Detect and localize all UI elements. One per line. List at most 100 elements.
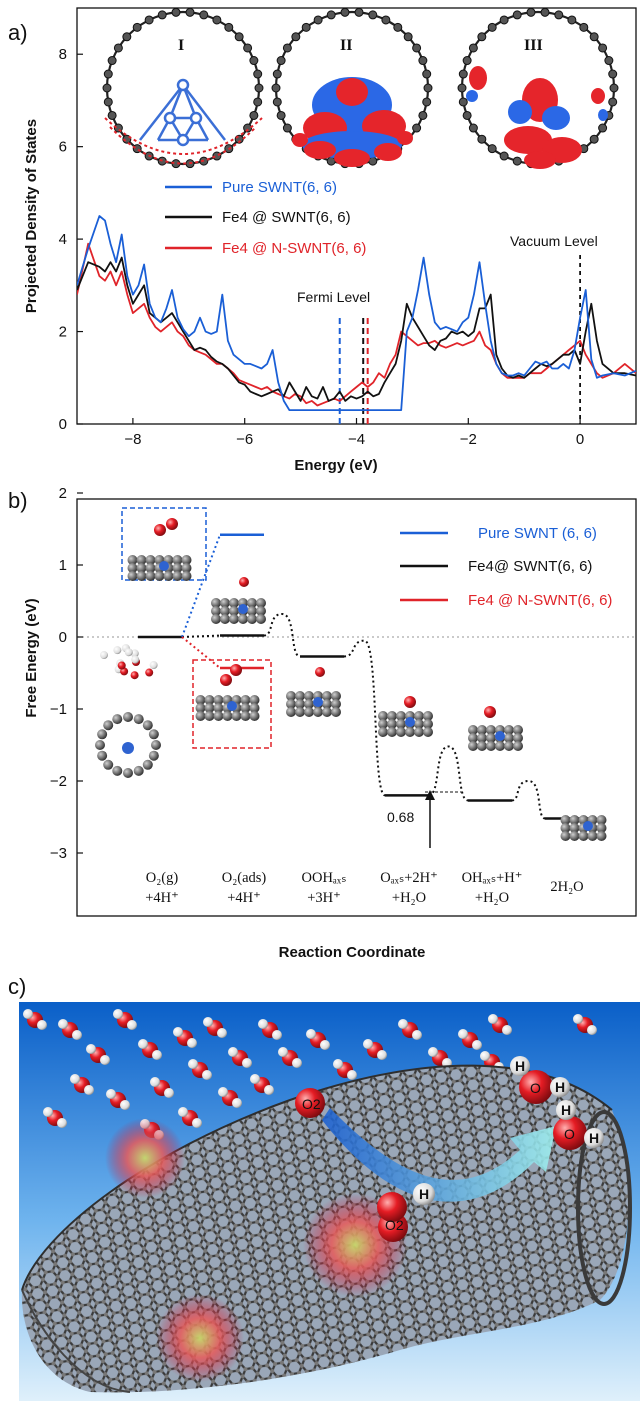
- carbon-atom: [97, 729, 108, 740]
- carbon-atom: [331, 699, 341, 709]
- water-hydrogen: [573, 1014, 583, 1024]
- carbon-atom: [468, 733, 478, 743]
- water-hydrogen: [106, 1089, 116, 1099]
- structure-III: III: [457, 7, 619, 169]
- carbon-atom: [589, 32, 599, 42]
- water-hydrogen: [458, 1029, 468, 1039]
- carbon-atom: [127, 571, 138, 581]
- carbon-atom: [393, 22, 403, 32]
- pdos-line-fe4-swnt-6-6-: [77, 256, 636, 402]
- carbon-atom: [589, 134, 599, 144]
- fe-y-tick-label: 0: [59, 629, 67, 646]
- carbon-atom: [107, 110, 117, 120]
- carbon-atom: [286, 699, 296, 709]
- fe4-connector: [343, 639, 386, 797]
- water-hydrogen: [428, 1047, 438, 1057]
- carbon-atom: [513, 733, 523, 743]
- svg-text:H: H: [555, 1079, 565, 1095]
- water-hydrogen: [587, 1025, 597, 1035]
- carbon-atom: [378, 719, 388, 729]
- barrier-marker: 0.68: [387, 790, 462, 848]
- carbon-atom: [256, 614, 266, 624]
- carbon-atom: [211, 614, 221, 624]
- carbon-atom: [172, 563, 183, 573]
- oxygen-atom: [404, 696, 416, 708]
- fe-category-labels: O₂(g) +4H⁺ O₂(ads) +4H⁺ OOHₐₓₛ +3H⁺ Oₐₓₛ+2H⁺ +H…: [145, 870, 583, 906]
- carbon-atom: [422, 69, 432, 79]
- pdos-x-tick-label: −2: [460, 431, 477, 448]
- water-hydrogen: [250, 1074, 260, 1084]
- fe-y-tick-label: 1: [59, 557, 67, 574]
- carbon-atom: [477, 741, 487, 751]
- reaction-step-label: Oₐₓₛ+2H⁺: [380, 870, 438, 886]
- carbon-atom: [354, 7, 364, 17]
- carbon-atom: [97, 750, 108, 761]
- carbon-atom: [238, 614, 248, 624]
- carbon-atom: [213, 711, 224, 721]
- active-site-3: [156, 1294, 244, 1382]
- carbon-atom: [322, 707, 332, 717]
- carbon-atom: [157, 10, 167, 20]
- carbon-atom: [412, 43, 422, 53]
- carbon-atom: [229, 606, 239, 616]
- carbon-atom: [414, 727, 424, 737]
- water-hydrogen: [37, 1020, 47, 1030]
- o2-molecule: O2: [295, 1088, 325, 1118]
- water-hydrogen: [86, 1044, 96, 1054]
- carbon-atom: [486, 741, 496, 751]
- structure-I: I: [102, 7, 264, 169]
- carbon-atom: [195, 703, 206, 713]
- water-hydrogen: [278, 1047, 288, 1057]
- carbon-atom: [113, 43, 123, 53]
- carbon-atom: [148, 750, 159, 761]
- carbon-atom: [163, 571, 174, 581]
- carbon-atom: [171, 7, 181, 17]
- orr-illustration: O2 O2 H H H O O H H: [19, 1002, 640, 1401]
- legend-label-fe4n: Fe4 @ N-SWNT(6, 6): [222, 240, 366, 257]
- carbon-atom: [560, 823, 571, 833]
- carbon-atom: [608, 97, 618, 107]
- carbon-atom: [378, 727, 388, 737]
- water-hydrogen: [480, 1051, 490, 1061]
- carbon-atom: [598, 43, 608, 53]
- water-atom: [130, 649, 139, 658]
- carbon-atom: [414, 719, 424, 729]
- carbon-atom: [142, 720, 153, 731]
- pdos-x-tick-label: 0: [576, 431, 584, 448]
- carbon-atom: [387, 719, 397, 729]
- fe-plot-frame: [76, 498, 637, 917]
- water-product-2: O H H: [553, 1100, 604, 1150]
- carbon-atom: [240, 695, 251, 705]
- carbon-atom: [295, 707, 305, 717]
- reaction-step-sublabel: +3H⁺: [307, 890, 341, 906]
- water-hydrogen: [188, 1059, 198, 1069]
- carbon-atom: [513, 725, 523, 735]
- nitrogen-atom: [227, 701, 237, 711]
- carbon-atom: [271, 83, 281, 93]
- water-hydrogen: [127, 1020, 137, 1030]
- carbon-atom: [249, 56, 259, 66]
- carbon-atom: [526, 7, 536, 17]
- carbon-atom: [220, 606, 230, 616]
- reaction-step-label: 2H₂O: [550, 879, 583, 895]
- reaction-step-sublabel: +4H⁺: [227, 890, 261, 906]
- carbon-atom: [211, 598, 221, 608]
- carbon-atom: [229, 598, 239, 608]
- water-product-1: H H O: [510, 1056, 570, 1104]
- carbon-atom: [136, 571, 147, 581]
- structure-label-II: II: [340, 37, 352, 54]
- reaction-arrow: [322, 1108, 556, 1202]
- water-hydrogen: [292, 1058, 302, 1068]
- carbon-atom: [487, 144, 497, 154]
- carbon-atom: [181, 571, 192, 581]
- fermi-level-label: Fermi Level: [297, 289, 370, 305]
- water-atom: [113, 646, 122, 655]
- carbon-atom: [477, 32, 487, 42]
- carbon-atom: [486, 725, 496, 735]
- carbon-atom: [172, 555, 183, 565]
- carbon-atom: [123, 712, 133, 722]
- reaction-step-sublabel: +H₂O: [475, 890, 509, 906]
- carbon-atom: [381, 15, 391, 25]
- carbon-atom: [103, 759, 114, 770]
- fe-y-tick-label: −2: [50, 773, 67, 790]
